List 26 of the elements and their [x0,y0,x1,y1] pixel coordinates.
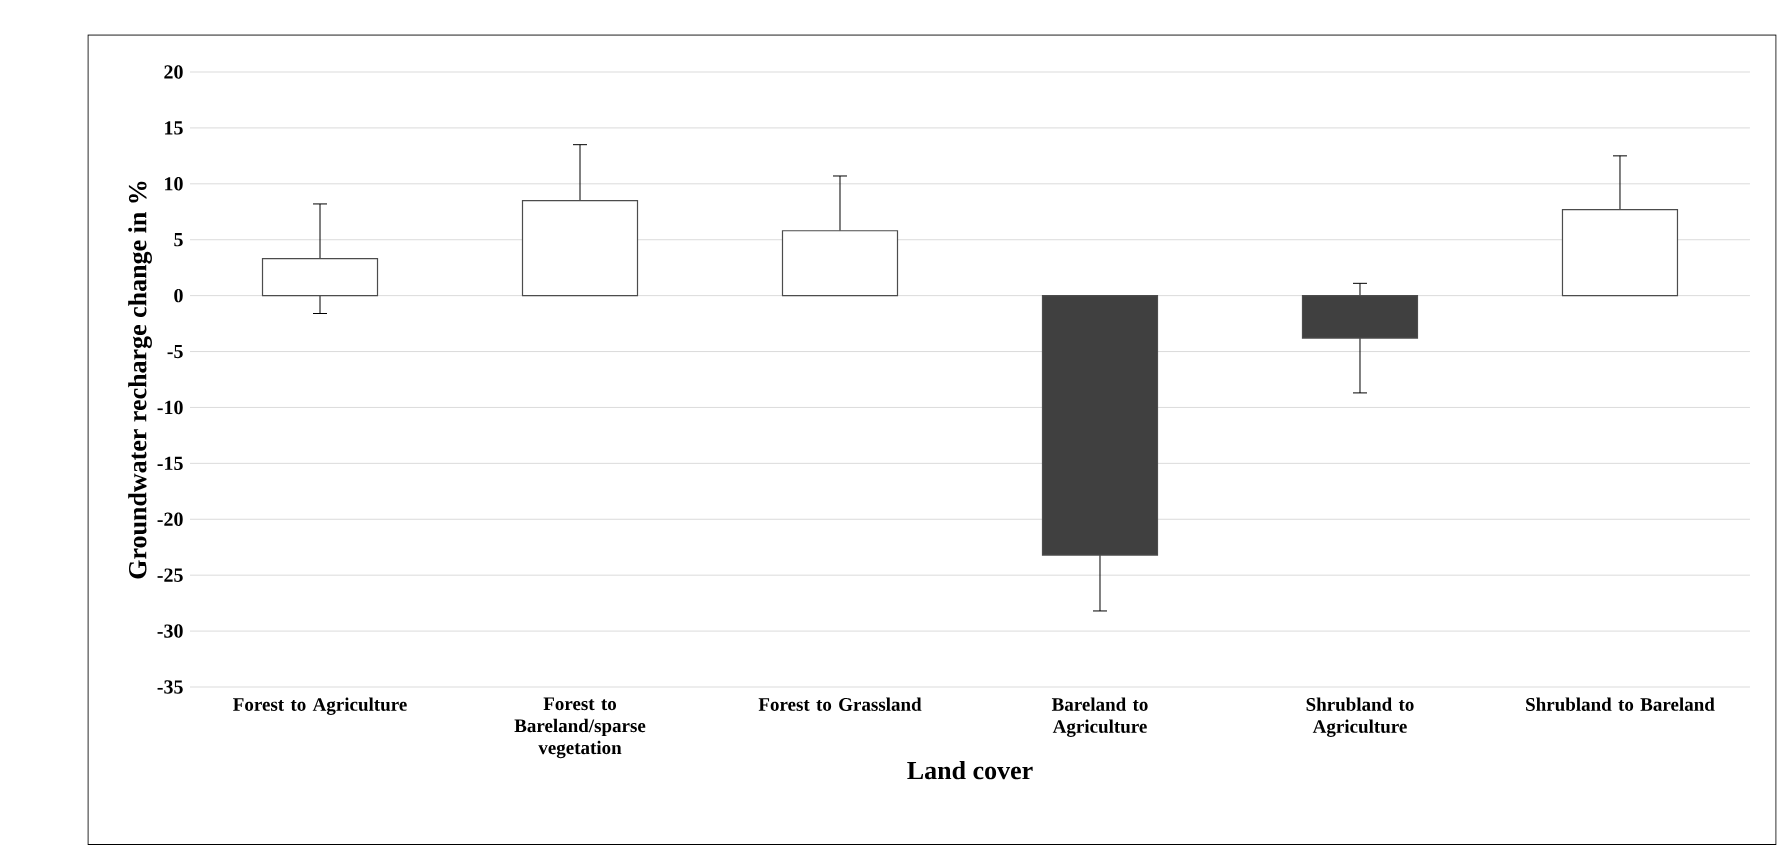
x-tick-label: Forest to Bareland/sparse vegetation [514,697,646,759]
y-tick-label: -20 [157,512,183,526]
bar [521,199,639,297]
bar [1561,208,1679,297]
bar [781,230,899,297]
x-tick-label: Bareland to Agriculture [1051,697,1148,737]
y-tick-label: 0 [174,288,183,303]
y-tick-label: -35 [157,680,183,694]
y-tick-label: -25 [157,568,183,582]
bar [261,258,379,297]
x-axis-title: Land cover [907,761,1033,780]
y-tick-label: -30 [157,624,183,638]
x-tick-label: Shrubland to Agriculture [1306,697,1414,737]
y-tick-label: -5 [167,344,183,359]
x-tick-label: Shrubland to Bareland [1526,697,1715,711]
y-tick-label: 10 [165,177,183,191]
x-tick-label: Forest to Grassland [758,697,922,711]
y-tick-label: 15 [165,121,183,135]
y-tick-label: 5 [174,233,183,247]
y-tick-label: -10 [157,400,183,415]
y-axis-title: Groundwater recharge change in % [128,181,152,579]
x-tick-label: Forest to Agriculture [233,697,407,715]
y-tick-label: 20 [164,65,183,79]
bar [1301,295,1419,339]
bar [1041,295,1159,556]
y-tick-label: -15 [157,456,183,471]
